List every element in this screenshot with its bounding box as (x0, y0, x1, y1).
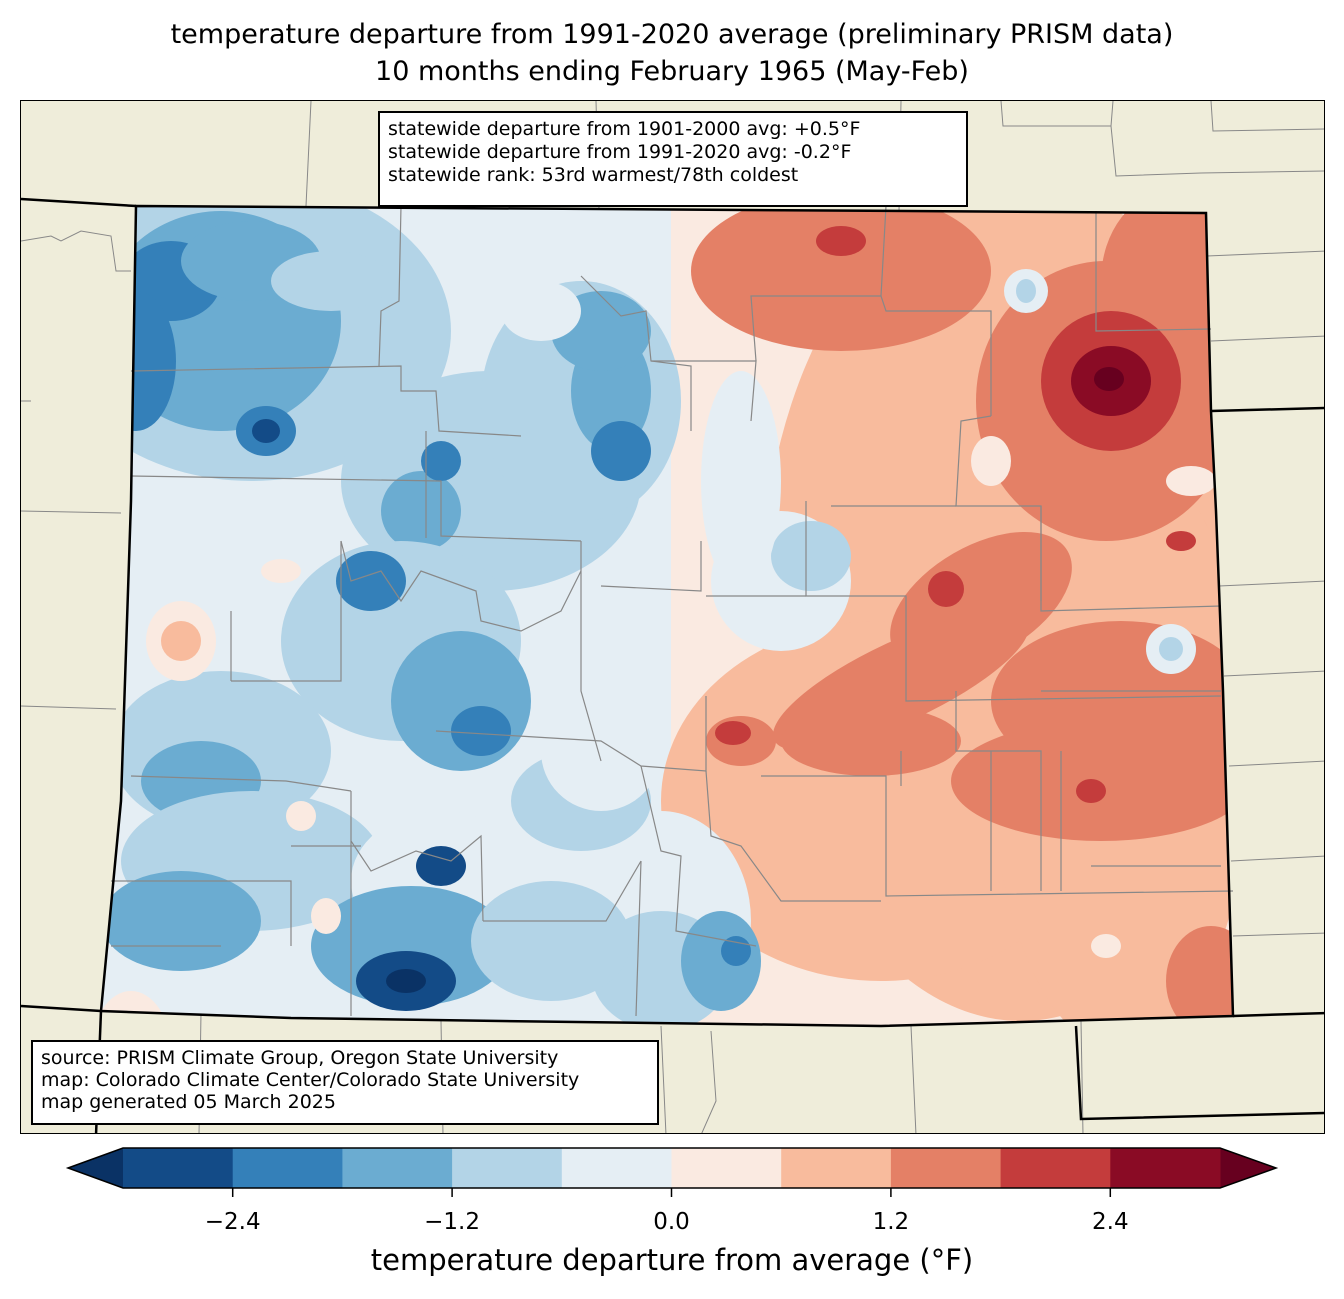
map-subtitle: 10 months ending February 1965 (May-Feb) (375, 56, 969, 87)
temperature-contour (286, 801, 316, 831)
temperature-contour (252, 419, 280, 443)
colorbar-swatch (1000, 1148, 1111, 1188)
temperature-contour (386, 969, 426, 993)
temperature-contour (971, 436, 1011, 486)
colorado-state-border (99, 204, 1235, 1028)
colorbar-tick-label: 1.2 (873, 1209, 910, 1235)
statewide-stats-box: statewide departure from 1901-2000 avg: … (378, 111, 968, 207)
temperature-contour (591, 421, 651, 481)
temperature-field (101, 206, 1233, 1026)
temperature-contour (816, 226, 866, 256)
colorbar-swatch (890, 1148, 1002, 1188)
temperature-contour (1076, 779, 1106, 803)
temperature-contour (1094, 367, 1124, 391)
colorbar-tick-label: −2.4 (205, 1209, 261, 1235)
temperature-contour (311, 898, 341, 934)
stats-departure-1901-2000: statewide departure from 1901-2000 avg: … (388, 118, 861, 140)
temperature-contour (541, 691, 661, 811)
temperature-contour (781, 706, 961, 776)
temperature-contour (1091, 934, 1121, 958)
temperature-contour (501, 281, 581, 341)
colorbar: −2.4 −1.2 0.0 1.2 2.4 (60, 1140, 1290, 1290)
temperature-contour (951, 721, 1233, 841)
temperature-contour (1016, 279, 1036, 303)
colorbar-swatch (671, 1148, 782, 1188)
colorbar-tick-label: 0.0 (653, 1209, 690, 1235)
colorbar-swatch (452, 1148, 563, 1188)
colorbar-swatch (232, 1148, 343, 1188)
temperature-contour (421, 441, 461, 481)
colorbar-outline (65, 1147, 1279, 1189)
generated-date: map generated 05 March 2025 (41, 1091, 336, 1113)
stats-rank: statewide rank: 53rd warmest/78th coldes… (388, 164, 799, 186)
temperature-contour (701, 371, 781, 591)
map-panel (20, 100, 1325, 1134)
colorbar-swatch (1110, 1148, 1221, 1188)
temperature-contour (101, 291, 176, 431)
map-title: temperature departure from 1991-2020 ave… (170, 19, 1174, 50)
colorado-map (21, 101, 1324, 1133)
temperature-contour (681, 911, 761, 1011)
colorbar-swatch (123, 1148, 234, 1188)
county-lines (111, 205, 1234, 1017)
temperature-contour (1166, 531, 1196, 551)
temperature-contour (1159, 637, 1183, 661)
colorbar-extend-max (1220, 1148, 1276, 1188)
temperature-contour (261, 559, 301, 583)
colorbar-swatch (342, 1148, 453, 1188)
colorbar-tick-label: −1.2 (424, 1209, 480, 1235)
temperature-contour (1166, 466, 1216, 496)
temperature-contour (271, 251, 391, 311)
map-credit: map: Colorado Climate Center/Colorado St… (41, 1069, 580, 1091)
colorbar-label: temperature departure from average (°F) (370, 1243, 974, 1277)
colorbar-swatch (561, 1148, 672, 1188)
colorbar-tick-label: 2.4 (1092, 1209, 1129, 1235)
temperature-contour (161, 621, 201, 661)
colorbar-extend-min (68, 1148, 123, 1188)
temperature-contour (336, 551, 406, 611)
temperature-contour (771, 521, 851, 591)
source-box: source: PRISM Climate Group, Oregon Stat… (31, 1040, 659, 1125)
temperature-contour (451, 706, 511, 756)
source-credit: source: PRISM Climate Group, Oregon Stat… (41, 1047, 559, 1069)
temperature-contour (391, 631, 531, 771)
stats-departure-1991-2020: statewide departure from 1991-2020 avg: … (388, 141, 852, 163)
colorbar-svg: −2.4 −1.2 0.0 1.2 2.4 (65, 1147, 1279, 1235)
temperature-contour (1166, 926, 1233, 1026)
temperature-contour (715, 721, 751, 745)
temperature-contour (928, 571, 964, 607)
temperature-contour (416, 846, 466, 886)
temperature-contour (381, 471, 461, 551)
temperature-contour (471, 881, 631, 1001)
colorbar-swatch (781, 1148, 892, 1188)
temperature-contour (101, 871, 261, 971)
temperature-contour (691, 206, 991, 351)
